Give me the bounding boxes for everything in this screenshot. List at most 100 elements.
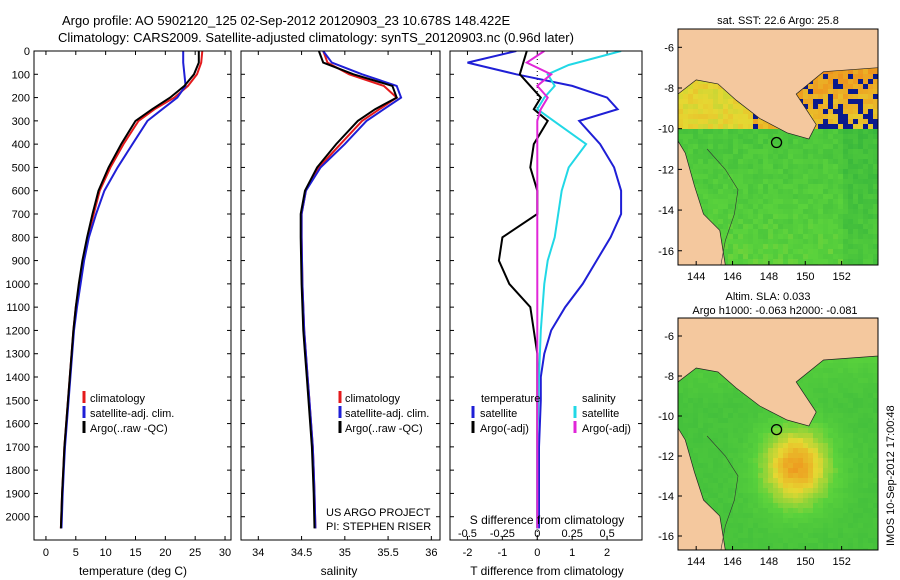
- field-cell: [863, 398, 869, 404]
- field-cell: [713, 139, 719, 145]
- field-cell: [763, 538, 769, 544]
- field-cell: [728, 438, 734, 444]
- field-cell: [763, 498, 769, 504]
- field-cell: [748, 503, 754, 509]
- field-cell: [773, 543, 779, 549]
- field-cell: [748, 234, 754, 240]
- field-cell: [798, 448, 804, 454]
- field-cell: [823, 373, 829, 379]
- field-cell: [843, 184, 849, 190]
- field-cell: [873, 478, 878, 484]
- field-cell: [738, 244, 744, 250]
- field-cell: [703, 388, 709, 394]
- legend-label-argo: Argo(..raw -QC): [90, 423, 168, 435]
- field-cell: [683, 418, 689, 424]
- field-cell: [693, 438, 699, 444]
- field-cell: [848, 229, 854, 235]
- field-cell: [788, 493, 794, 499]
- field-cell: [748, 473, 754, 479]
- field-cell: [818, 528, 824, 534]
- field-cell: [853, 358, 859, 364]
- field-cell: [873, 363, 878, 369]
- field-cell: [738, 154, 744, 160]
- field-cell: [698, 478, 704, 484]
- field-cell: [778, 473, 784, 479]
- field-cell: [793, 523, 799, 529]
- field-cell: [713, 89, 719, 95]
- field-cell: [873, 189, 878, 195]
- field-cell: [733, 174, 739, 180]
- salinity-difference-line-argo: [524, 51, 554, 529]
- y-tick-label: 1000: [6, 279, 30, 291]
- field-cell: [698, 99, 704, 105]
- field-cell: [743, 408, 749, 414]
- field-cell: [813, 403, 819, 409]
- field-cell: [853, 378, 859, 384]
- field-cell: [783, 508, 789, 514]
- field-cell: [863, 498, 869, 504]
- temperature-line-argoraw: [59, 51, 200, 529]
- field-cell: [863, 234, 869, 240]
- field-cell: [768, 139, 774, 145]
- field-cell: [853, 239, 859, 245]
- field-cell: [873, 498, 878, 504]
- field-cell: [848, 259, 854, 265]
- field-cell: [743, 448, 749, 454]
- field-cell: [848, 169, 854, 175]
- field-cell: [868, 463, 874, 469]
- field-cell: [738, 184, 744, 190]
- field-cell: [803, 234, 809, 240]
- field-cell: [683, 403, 689, 409]
- field-cell: [858, 443, 864, 449]
- field-cell: [728, 194, 734, 200]
- field-cell: [748, 239, 754, 245]
- field-cell: [868, 179, 874, 185]
- field-cell: [798, 219, 804, 225]
- field-cell: [808, 468, 814, 474]
- field-cell: [778, 254, 784, 260]
- field-cell: [738, 458, 744, 464]
- field-cell: [703, 438, 709, 444]
- field-cell: [723, 139, 729, 145]
- field-cell: [773, 259, 779, 265]
- field-cell: [723, 134, 729, 140]
- field-cell: [853, 443, 859, 449]
- field-cell: [718, 373, 724, 379]
- field-cell: [698, 368, 704, 374]
- field-cell: [708, 428, 714, 434]
- field-cell: [738, 119, 744, 125]
- field-cell: [818, 154, 824, 160]
- field-cell: [688, 383, 694, 389]
- field-cell: [748, 408, 754, 414]
- field-cell: [853, 498, 859, 504]
- field-cell: [758, 174, 764, 180]
- field-cell: [863, 378, 869, 384]
- field-cell: [843, 458, 849, 464]
- field-cell: [873, 114, 878, 120]
- field-cell: [738, 234, 744, 240]
- field-cell: [858, 209, 864, 215]
- field-cell: [698, 189, 704, 195]
- field-cell: [723, 124, 729, 130]
- field-cell: [678, 428, 684, 434]
- sla-map-frame: [677, 317, 879, 551]
- field-cell: [698, 383, 704, 389]
- field-cell: [828, 149, 834, 155]
- field-cell: [823, 169, 829, 175]
- field-cell: [708, 478, 714, 484]
- field-cell: [748, 438, 754, 444]
- field-cell: [858, 169, 864, 175]
- field-cell: [793, 528, 799, 534]
- field-cell: [678, 129, 684, 135]
- difference-series: [467, 51, 623, 540]
- field-cell: [748, 189, 754, 195]
- field-cell: [723, 179, 729, 185]
- field-cell: [688, 124, 694, 130]
- field-cell: [733, 194, 739, 200]
- field-cell: [708, 99, 714, 105]
- field-cell: [743, 478, 749, 484]
- field-cell: [743, 249, 749, 255]
- field-cell: [863, 129, 869, 135]
- field-cell: [843, 254, 849, 260]
- field-cell: [843, 453, 849, 459]
